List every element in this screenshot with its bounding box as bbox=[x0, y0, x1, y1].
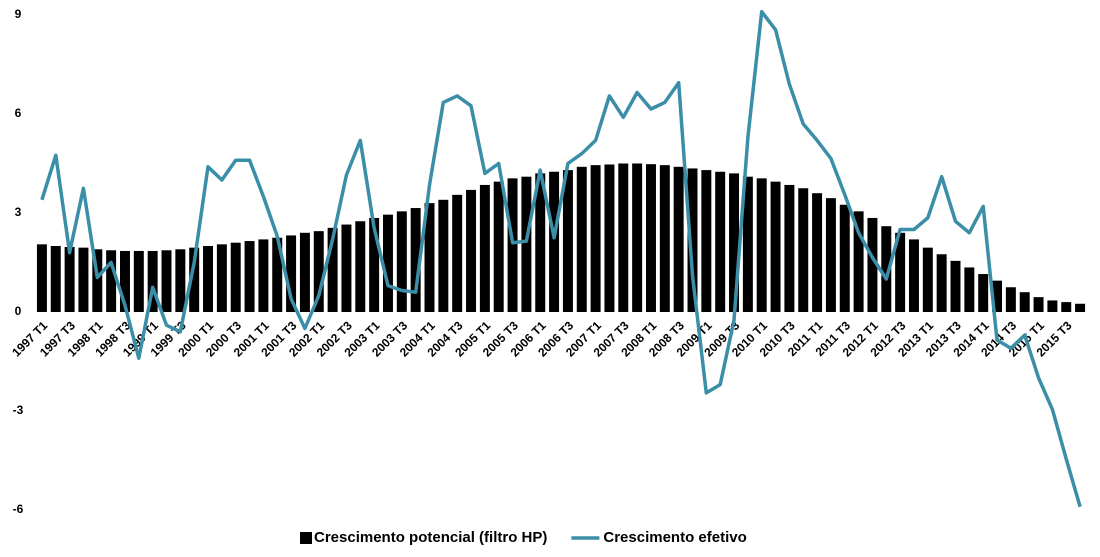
bar bbox=[521, 176, 532, 312]
y-tick-label: 6 bbox=[15, 106, 22, 120]
y-tick-label: -3 bbox=[13, 403, 24, 417]
bar bbox=[479, 184, 490, 312]
bar bbox=[825, 198, 836, 312]
bar bbox=[1005, 287, 1016, 312]
bar bbox=[853, 211, 864, 312]
y-tick-label: 0 bbox=[15, 304, 22, 318]
bar bbox=[119, 250, 130, 312]
bar bbox=[562, 170, 573, 312]
bar bbox=[175, 249, 186, 312]
bar bbox=[50, 246, 61, 312]
bar bbox=[895, 232, 906, 312]
bar bbox=[756, 178, 767, 312]
bar bbox=[106, 250, 117, 312]
bar bbox=[286, 235, 297, 312]
y-tick-label: 3 bbox=[15, 205, 22, 219]
bar bbox=[992, 280, 1003, 312]
bar bbox=[299, 232, 310, 312]
legend-label: Crescimento potencial (filtro HP) bbox=[314, 529, 547, 546]
legend-swatch bbox=[300, 532, 312, 544]
bar bbox=[507, 178, 518, 312]
bar bbox=[161, 250, 172, 312]
bar bbox=[964, 267, 975, 312]
bar bbox=[313, 231, 324, 312]
bar bbox=[659, 165, 670, 312]
bar bbox=[922, 247, 933, 312]
bar bbox=[742, 176, 753, 312]
bar bbox=[493, 181, 504, 312]
bar bbox=[341, 224, 352, 312]
bar bbox=[272, 237, 283, 312]
bar bbox=[327, 227, 338, 312]
bar bbox=[410, 208, 421, 312]
bar bbox=[355, 221, 366, 312]
bar bbox=[244, 241, 255, 312]
bar bbox=[438, 199, 449, 312]
bar bbox=[701, 170, 712, 312]
bar bbox=[673, 166, 684, 312]
bar bbox=[230, 242, 241, 312]
bar bbox=[369, 217, 380, 312]
y-tick-label: 9 bbox=[15, 7, 22, 21]
bar bbox=[908, 239, 919, 312]
bar bbox=[549, 171, 560, 312]
bar bbox=[258, 239, 269, 312]
bar bbox=[1033, 297, 1044, 312]
bar bbox=[92, 249, 103, 312]
bar bbox=[147, 250, 158, 312]
bar bbox=[78, 247, 89, 312]
bar bbox=[618, 163, 629, 312]
bar bbox=[382, 214, 393, 312]
bar bbox=[203, 246, 214, 312]
bar bbox=[729, 173, 740, 312]
bar bbox=[604, 164, 615, 312]
bar bbox=[64, 246, 75, 312]
bar bbox=[424, 203, 435, 312]
bar bbox=[881, 226, 892, 312]
bar bbox=[687, 168, 698, 312]
bar bbox=[396, 211, 407, 312]
bar bbox=[867, 217, 878, 312]
bar bbox=[950, 260, 961, 312]
bar bbox=[978, 274, 989, 312]
bar bbox=[576, 166, 587, 312]
bar bbox=[715, 171, 726, 312]
bar bbox=[784, 184, 795, 312]
bar bbox=[133, 250, 144, 312]
bar bbox=[1019, 292, 1030, 312]
bar bbox=[645, 164, 656, 312]
bar bbox=[1075, 303, 1086, 312]
bar bbox=[632, 163, 643, 312]
bar bbox=[839, 204, 850, 312]
line bbox=[40, 9, 1082, 508]
bar bbox=[812, 193, 823, 312]
bar bbox=[798, 188, 809, 312]
bar bbox=[1061, 302, 1072, 312]
bar bbox=[189, 247, 200, 312]
bar bbox=[535, 173, 546, 312]
bar bbox=[936, 254, 947, 312]
y-tick-label: -6 bbox=[13, 502, 24, 516]
bar bbox=[452, 194, 463, 312]
bar bbox=[590, 165, 601, 312]
bar bbox=[216, 244, 227, 312]
bar bbox=[770, 181, 781, 312]
bar bbox=[1047, 300, 1058, 312]
legend-label: Crescimento efetivo bbox=[603, 529, 746, 546]
bar bbox=[466, 189, 477, 312]
bar bbox=[36, 244, 47, 312]
